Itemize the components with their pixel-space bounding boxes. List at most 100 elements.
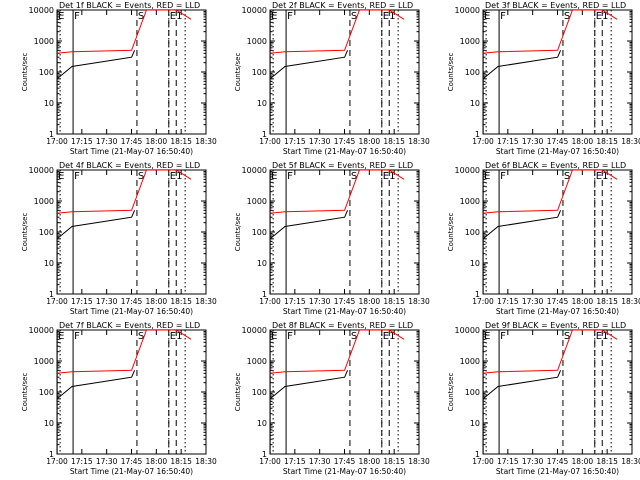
- events-series-line: [270, 370, 349, 400]
- events-series-line: [483, 370, 562, 400]
- y-tick-label: 100: [39, 228, 54, 237]
- x-tick-label: 17:45: [334, 457, 356, 466]
- event-marker-label: E: [58, 11, 64, 22]
- x-tick-label: 17:00: [46, 297, 68, 306]
- x-axis-label: Start Time (21-May-07 16:50:40): [70, 467, 193, 476]
- event-marker-label: S: [351, 331, 357, 342]
- x-tick-label: 18:00: [359, 457, 381, 466]
- event-marker-label: F: [74, 11, 80, 22]
- x-tick-label: 18:30: [408, 137, 430, 146]
- x-tick-label: 17:15: [71, 137, 93, 146]
- y-tick-label: 1: [262, 290, 267, 299]
- plot-frame: [56, 9, 207, 135]
- detector-panel: Det 6f BLACK = Events, RED = LLD 1 10 100 10…: [447, 161, 640, 316]
- panel-title: Det 8f BLACK = Events, RED = LLD: [272, 321, 413, 330]
- plot-frame: [269, 329, 420, 455]
- x-axis-label: Start Time (21-May-07 16:50:40): [496, 467, 619, 476]
- x-tick-label: 17:00: [472, 297, 494, 306]
- event-marker-label: F: [500, 331, 506, 342]
- y-axis-label: Counts/sec: [447, 53, 455, 92]
- lld-series-line: [270, 170, 405, 214]
- event-marker-label: E1: [170, 331, 183, 342]
- y-tick-label: 1000: [34, 197, 54, 206]
- event-marker-label: S: [138, 331, 144, 342]
- panel-title: Det 7f BLACK = Events, RED = LLD: [59, 321, 200, 330]
- x-tick-label: 17:30: [522, 457, 544, 466]
- lld-series-line: [57, 170, 192, 214]
- x-tick-label: 17:30: [96, 297, 118, 306]
- x-tick-label: 17:45: [547, 457, 569, 466]
- event-marker-label: F: [287, 331, 293, 342]
- event-marker-label: E1: [596, 171, 609, 182]
- y-axis-label: Counts/sec: [21, 213, 29, 252]
- y-tick-label: 1000: [34, 357, 54, 366]
- y-tick-label: 10000: [29, 6, 54, 15]
- x-tick-label: 18:00: [359, 137, 381, 146]
- x-axis-label: Start Time (21-May-07 16:50:40): [283, 467, 406, 476]
- x-tick-label: 18:30: [195, 297, 217, 306]
- y-tick-label: 100: [465, 68, 480, 77]
- y-tick-label: 1: [475, 450, 480, 459]
- x-tick-label: 17:00: [472, 457, 494, 466]
- detector-panel: Det 9f BLACK = Events, RED = LLD 1 10 100 10…: [447, 321, 640, 476]
- events-series-line: [483, 50, 562, 80]
- x-tick-label: 17:30: [522, 137, 544, 146]
- plot-frame: [269, 9, 420, 135]
- event-marker-label: S: [351, 11, 357, 22]
- events-series-line: [57, 50, 136, 80]
- y-tick-label: 10000: [455, 6, 480, 15]
- panel-title: Det 2f BLACK = Events, RED = LLD: [272, 1, 413, 10]
- y-tick-label: 10000: [242, 166, 267, 175]
- y-tick-label: 1: [262, 450, 267, 459]
- x-tick-label: 17:30: [96, 137, 118, 146]
- event-marker-label: E: [271, 171, 277, 182]
- y-tick-label: 1: [49, 450, 54, 459]
- detector-panel: Det 7f BLACK = Events, RED = LLD 1 10 100 10…: [21, 321, 217, 476]
- x-axis-label: Start Time (21-May-07 16:50:40): [70, 307, 193, 316]
- x-tick-label: 17:00: [259, 297, 281, 306]
- x-tick-label: 17:15: [284, 297, 306, 306]
- y-tick-label: 10: [257, 259, 267, 268]
- x-tick-label: 18:30: [621, 137, 640, 146]
- plot-frame: [269, 169, 420, 295]
- y-tick-label: 1: [49, 290, 54, 299]
- x-tick-label: 17:30: [309, 457, 331, 466]
- x-tick-label: 18:15: [383, 297, 405, 306]
- y-axis-label: Counts/sec: [21, 53, 29, 92]
- event-marker-label: E: [484, 331, 490, 342]
- panel-title: Det 6f BLACK = Events, RED = LLD: [485, 161, 626, 170]
- detector-panel: Det 5f BLACK = Events, RED = LLD 1 10 100 10…: [234, 161, 430, 316]
- x-tick-label: 17:45: [121, 137, 143, 146]
- y-tick-label: 10: [257, 419, 267, 428]
- event-marker-label: S: [138, 171, 144, 182]
- x-axis-label: Start Time (21-May-07 16:50:40): [496, 147, 619, 156]
- panel-title: Det 4f BLACK = Events, RED = LLD: [59, 161, 200, 170]
- y-tick-label: 100: [39, 68, 54, 77]
- event-marker-label: F: [287, 11, 293, 22]
- y-tick-label: 1000: [460, 37, 480, 46]
- event-marker-label: S: [138, 11, 144, 22]
- event-marker-label: F: [287, 171, 293, 182]
- x-axis-label: Start Time (21-May-07 16:50:40): [496, 307, 619, 316]
- x-tick-label: 17:30: [522, 297, 544, 306]
- detector-panel: Det 8f BLACK = Events, RED = LLD 1 10 100 10…: [234, 321, 430, 476]
- lld-series-line: [57, 10, 192, 54]
- x-tick-label: 18:15: [170, 297, 192, 306]
- x-axis-label: Start Time (21-May-07 16:50:40): [283, 147, 406, 156]
- y-tick-label: 1000: [460, 357, 480, 366]
- event-marker-label: E1: [596, 331, 609, 342]
- event-marker-label: F: [500, 171, 506, 182]
- x-tick-label: 18:30: [408, 297, 430, 306]
- y-tick-label: 10000: [29, 326, 54, 335]
- events-series-line: [270, 50, 349, 80]
- event-marker-label: E1: [170, 171, 183, 182]
- event-marker-label: E: [58, 171, 64, 182]
- plot-frame: [482, 9, 633, 135]
- y-tick-label: 1: [475, 290, 480, 299]
- x-tick-label: 17:15: [497, 457, 519, 466]
- y-tick-label: 10: [44, 419, 54, 428]
- detector-panel: Det 3f BLACK = Events, RED = LLD 1 10 100 10…: [447, 1, 640, 156]
- y-tick-label: 1000: [460, 197, 480, 206]
- x-tick-label: 18:15: [596, 457, 618, 466]
- events-series-line: [270, 210, 349, 240]
